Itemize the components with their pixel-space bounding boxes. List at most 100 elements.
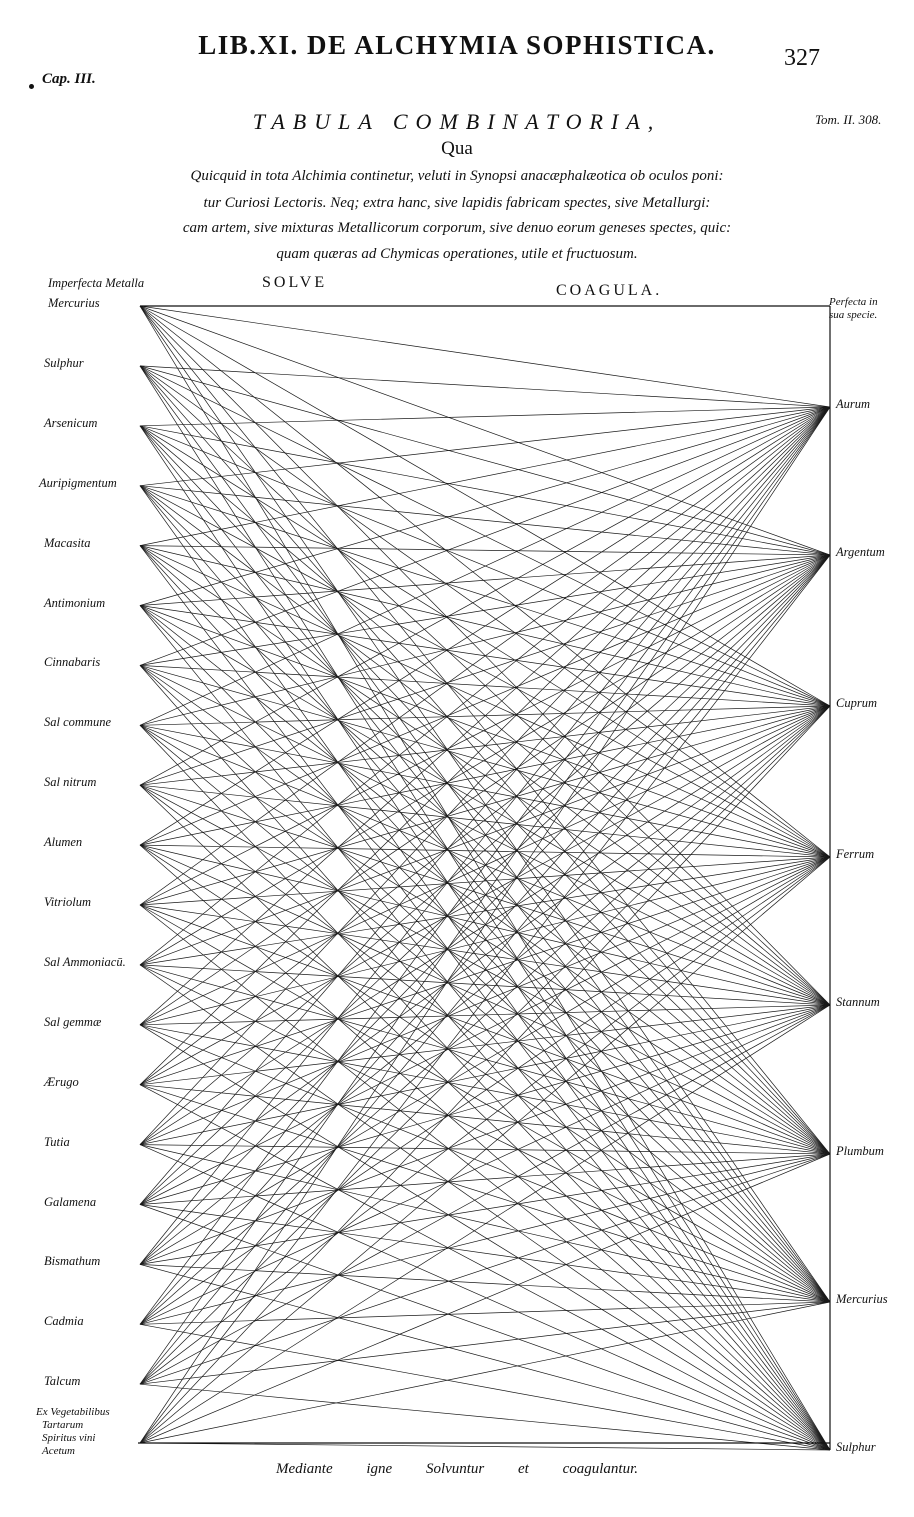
connection-line bbox=[139, 554, 831, 726]
left-item-label: Mercurius bbox=[48, 296, 100, 310]
left-item-label: Sal commune bbox=[44, 715, 111, 730]
connection-line bbox=[139, 554, 831, 786]
connection-line bbox=[139, 554, 831, 1085]
right-item-label: Aurum bbox=[836, 397, 871, 411]
connection-line bbox=[139, 856, 831, 966]
right-header-line: sua specie. bbox=[829, 309, 878, 321]
tome-reference: Tom. II. 308. bbox=[815, 112, 882, 127]
connection-line bbox=[139, 425, 831, 556]
connection-line bbox=[139, 406, 831, 666]
connection-line bbox=[139, 1084, 831, 1451]
left-item-label: Antimonium bbox=[44, 595, 106, 610]
connection-line bbox=[139, 406, 831, 846]
connection-line bbox=[139, 406, 831, 1265]
connection-line bbox=[139, 406, 831, 966]
right-item-label: Plumbum bbox=[836, 1144, 884, 1158]
connection-line bbox=[139, 1204, 831, 1451]
connection-line bbox=[139, 784, 831, 1303]
connection-line bbox=[139, 856, 831, 906]
connection-line bbox=[139, 406, 831, 726]
connection-line bbox=[139, 705, 831, 1205]
intro-line: tur Curiosi Lectoris. Neq; extra hanc, s… bbox=[203, 195, 711, 211]
connection-line bbox=[139, 964, 831, 1451]
connection-line bbox=[139, 856, 831, 1325]
connection-line bbox=[139, 406, 831, 1444]
connection-line bbox=[139, 784, 831, 858]
connection-line bbox=[139, 425, 831, 1451]
connection-line bbox=[139, 406, 831, 1026]
left-item-vegetabilibus: Ex Vegetabilibus Tartarum Spiritus vini Ace… bbox=[36, 1406, 110, 1458]
connection-line bbox=[139, 856, 831, 1385]
left-item-sub-label: Ex Vegetabilibus bbox=[36, 1406, 110, 1418]
connection-line bbox=[139, 856, 831, 1265]
connection-line bbox=[139, 1442, 831, 1451]
connection-line bbox=[139, 554, 831, 606]
connection-line bbox=[139, 425, 831, 858]
connection-line bbox=[139, 856, 831, 1444]
connection-line bbox=[139, 305, 831, 1451]
connection-line bbox=[139, 1144, 831, 1303]
page-number: 327 bbox=[784, 45, 820, 71]
connection-line bbox=[139, 665, 831, 858]
left-item-label: Alumen bbox=[44, 835, 83, 850]
connection-line bbox=[139, 665, 831, 1451]
connection-line bbox=[139, 554, 831, 1385]
right-item-label: Cuprum bbox=[836, 696, 877, 710]
connection-line bbox=[139, 1264, 831, 1303]
connection-line bbox=[139, 1144, 831, 1451]
connection-line bbox=[139, 784, 831, 1451]
connection-line bbox=[139, 1153, 831, 1385]
left-item-label: Bismathum bbox=[44, 1254, 101, 1269]
left-item-label: Vitriolum bbox=[44, 895, 91, 909]
connection-line bbox=[139, 406, 831, 906]
left-item-label: Sal nitrum bbox=[44, 775, 97, 790]
connection-line bbox=[139, 554, 831, 846]
connection-line bbox=[139, 605, 831, 1451]
footer-caption: Mediante igne Solvuntur et coagulantur. bbox=[275, 1461, 639, 1477]
connection-line bbox=[139, 904, 831, 1303]
right-header-line: Perfecta in bbox=[829, 296, 878, 308]
left-item-label: Arsenicum bbox=[44, 415, 98, 430]
connection-line bbox=[139, 406, 831, 546]
table-title: TABULA COMBINATORIA, bbox=[252, 109, 662, 134]
connection-line bbox=[139, 305, 831, 408]
right-column-header: Perfecta in sua specie. bbox=[829, 296, 878, 322]
chapter-label: Cap. III. bbox=[42, 71, 96, 87]
connection-line bbox=[139, 365, 831, 556]
right-item-label: Ferrum bbox=[836, 847, 875, 861]
intro-line: cam artem, sive mixturas Metallicorum co… bbox=[182, 220, 732, 236]
connection-line bbox=[139, 856, 831, 1145]
connection-line bbox=[139, 406, 831, 606]
solve-label: SOLVE bbox=[262, 274, 328, 291]
connection-line bbox=[139, 406, 831, 427]
connection-line bbox=[139, 1153, 831, 1444]
connection-line bbox=[139, 724, 831, 858]
connection-line bbox=[139, 1004, 831, 1325]
left-item-label: Macasita bbox=[44, 535, 91, 550]
left-item-label: Cinnabaris bbox=[44, 655, 101, 670]
connection-line bbox=[139, 406, 831, 487]
intro-line: Quicquid in tota Alchimia continetur, ve… bbox=[190, 168, 724, 184]
connection-line bbox=[139, 605, 831, 1303]
connection-line bbox=[139, 964, 831, 1303]
right-item-label: Argentum bbox=[836, 545, 885, 559]
connection-line bbox=[139, 1301, 831, 1444]
connection-line bbox=[139, 1004, 831, 1385]
left-item-label: Sulphur bbox=[44, 355, 84, 370]
connection-line bbox=[139, 554, 831, 1325]
left-item-label: Auripigmentum bbox=[39, 475, 117, 490]
connection-line bbox=[139, 844, 831, 858]
connection-line bbox=[139, 406, 831, 786]
connection-line bbox=[139, 554, 831, 1145]
connection-line bbox=[139, 554, 831, 666]
connection-line bbox=[139, 1024, 831, 1303]
diagram-frame bbox=[138, 305, 831, 1450]
right-item-label: Sulphur bbox=[836, 1440, 876, 1454]
connection-line bbox=[139, 844, 831, 1451]
left-item-sub-label: Acetum bbox=[42, 1445, 75, 1457]
left-item-label: Talcum bbox=[44, 1374, 81, 1389]
connection-line bbox=[139, 904, 831, 1155]
left-item-label: Galamena bbox=[44, 1194, 97, 1209]
connection-line bbox=[139, 365, 831, 858]
